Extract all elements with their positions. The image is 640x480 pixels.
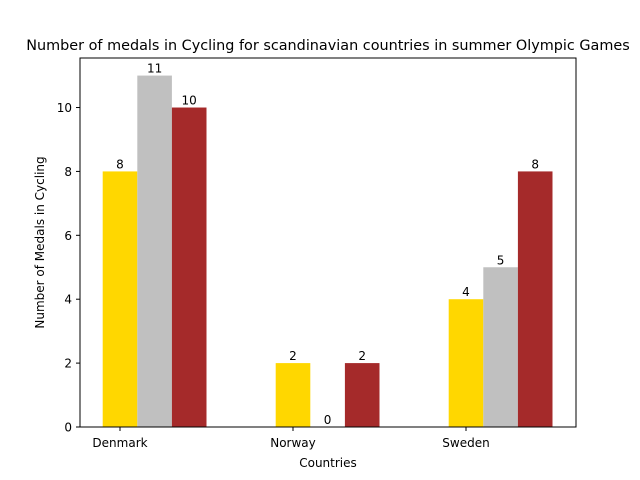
y-tick-label: 10	[57, 101, 72, 115]
value-label-sweden-series-3: 8	[531, 157, 539, 171]
y-axis-ticks: 0 2 4 6 8 10	[57, 101, 80, 435]
y-tick-label: 0	[64, 421, 72, 435]
bar-sweden-series-1	[448, 299, 484, 427]
x-axis-ticks: Denmark Norway Sweden	[92, 427, 490, 450]
bar-sweden-series-3	[517, 171, 553, 427]
plot-frame	[79, 57, 577, 428]
y-tick-label: 2	[64, 357, 72, 371]
bar-sweden-series-2	[483, 267, 518, 427]
bar-norway-series-3	[344, 363, 380, 427]
x-tick-label: Norway	[270, 436, 316, 450]
bar-denmark-series-3	[171, 107, 207, 428]
bar-norway-series-1	[275, 363, 311, 427]
chart-title: Number of medals in Cycling for scandina…	[26, 38, 629, 54]
value-label-norway-series-1: 2	[289, 349, 297, 363]
x-axis-label: Countries	[299, 456, 357, 470]
value-label-denmark-series-1: 8	[116, 157, 124, 171]
x-tick-label: Denmark	[92, 436, 147, 450]
value-label-sweden-series-2: 5	[497, 253, 505, 267]
y-tick-label: 4	[64, 293, 72, 307]
bars-layer	[102, 75, 553, 428]
bar-denmark-series-2	[137, 75, 172, 427]
value-label-norway-series-2: 0	[324, 413, 332, 427]
y-tick-label: 8	[64, 165, 72, 179]
value-label-denmark-series-2: 11	[147, 62, 162, 76]
bar-denmark-series-1	[102, 171, 138, 427]
value-label-denmark-series-3: 10	[182, 94, 197, 108]
value-label-sweden-series-1: 4	[462, 285, 470, 299]
x-tick-label: Sweden	[442, 436, 489, 450]
value-labels-layer: 8 11 10 2 0 2 4 5 8	[116, 62, 539, 427]
value-label-norway-series-3: 2	[358, 349, 366, 363]
y-axis-label: Number of Medals in Cycling	[33, 156, 47, 328]
y-tick-label: 6	[64, 229, 72, 243]
